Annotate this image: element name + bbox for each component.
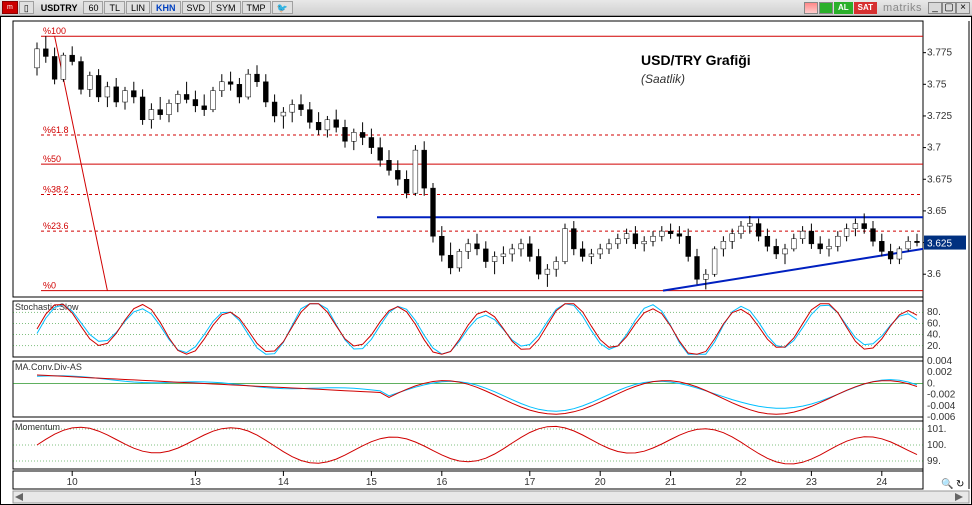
icon-btn[interactable]: ▯	[19, 1, 34, 14]
timeframe-button[interactable]: 60	[83, 1, 103, 14]
svg-text:80.: 80.	[927, 307, 941, 318]
al-badge[interactable]: AL	[834, 2, 853, 14]
svg-text:3.75: 3.75	[927, 79, 947, 90]
btn-lin[interactable]: LIN	[126, 1, 150, 14]
minimize-button[interactable]: _	[928, 2, 942, 14]
svg-text:40.: 40.	[927, 330, 941, 341]
toolbar: m ▯ USDTRY 60 TL LIN KHN SVD SYM TMP 🐦 A…	[0, 0, 972, 16]
btn-sym[interactable]: SYM	[211, 1, 241, 14]
svg-text:15: 15	[366, 477, 378, 488]
svg-text:🔍: 🔍	[941, 477, 953, 490]
sat-badge[interactable]: SAT	[854, 2, 877, 14]
svg-text:23: 23	[806, 477, 818, 488]
svg-text:100.: 100.	[927, 440, 946, 451]
svg-text:24: 24	[876, 477, 888, 488]
svg-text:3.7: 3.7	[927, 143, 941, 154]
svg-text:14: 14	[278, 477, 290, 488]
svg-text:%50: %50	[43, 154, 61, 164]
svg-text:3.65: 3.65	[927, 206, 947, 217]
svg-text:0.002: 0.002	[927, 367, 952, 378]
svg-text:21: 21	[665, 477, 677, 488]
chart-area[interactable]: 3.63.6253.653.6753.73.7253.753.7753.625%…	[0, 16, 972, 505]
svg-text:3.625: 3.625	[927, 239, 952, 250]
app-icon[interactable]: m	[2, 1, 18, 14]
svg-text:%23.6: %23.6	[43, 221, 69, 231]
svg-text:20.: 20.	[927, 341, 941, 352]
svg-text:16: 16	[436, 477, 448, 488]
btn-tl[interactable]: TL	[104, 1, 125, 14]
btn-khn[interactable]: KHN	[151, 1, 181, 14]
svg-text:(Saatlik): (Saatlik)	[641, 72, 685, 86]
svg-text:%61.8: %61.8	[43, 125, 69, 135]
svg-text:-0.006: -0.006	[927, 412, 956, 423]
svg-text:22: 22	[735, 477, 747, 488]
svg-text:Momentum: Momentum	[15, 422, 60, 432]
svg-text:17: 17	[524, 477, 536, 488]
svg-text:0.004: 0.004	[927, 356, 952, 367]
svg-text:%0: %0	[43, 281, 56, 291]
svg-text:%38.2: %38.2	[43, 184, 69, 194]
svg-text:3.675: 3.675	[927, 174, 952, 185]
svg-text:20: 20	[595, 477, 607, 488]
svg-text:%100: %100	[43, 26, 66, 36]
btn-tmp[interactable]: TMP	[242, 1, 271, 14]
svg-text:0.: 0.	[927, 378, 935, 389]
signal-icon-1	[804, 2, 818, 14]
brand-label: matriks	[883, 2, 922, 14]
svg-text:13: 13	[190, 477, 202, 488]
svg-text:USD/TRY Grafiği: USD/TRY Grafiği	[641, 52, 751, 68]
svg-text:10: 10	[67, 477, 79, 488]
svg-text:101.: 101.	[927, 424, 946, 435]
svg-text:-0.002: -0.002	[927, 390, 956, 401]
btn-svd[interactable]: SVD	[182, 1, 211, 14]
restore-button[interactable]: ▢	[942, 2, 956, 14]
symbol-label: USDTRY	[35, 3, 84, 13]
twitter-icon[interactable]: 🐦	[272, 1, 293, 14]
svg-text:3.775: 3.775	[927, 48, 952, 59]
svg-text:3.725: 3.725	[927, 111, 952, 122]
close-button[interactable]: ×	[956, 2, 970, 14]
svg-text:60.: 60.	[927, 318, 941, 329]
svg-text:3.6: 3.6	[927, 269, 941, 280]
svg-text:99.: 99.	[927, 456, 941, 467]
svg-text:MA.Conv.Div-AS: MA.Conv.Div-AS	[15, 362, 82, 372]
svg-text:-0.004: -0.004	[927, 401, 956, 412]
svg-text:↻: ↻	[956, 479, 964, 490]
signal-icon-2	[819, 2, 833, 14]
